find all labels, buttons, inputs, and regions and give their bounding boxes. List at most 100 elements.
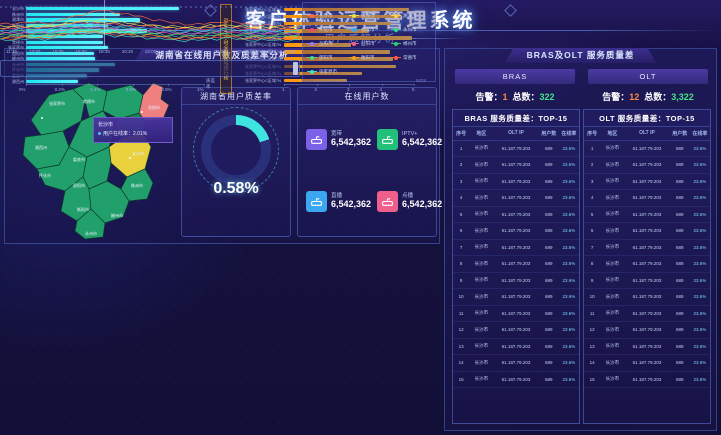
- online-tile-0[interactable]: 宽带 6,542,362: [304, 110, 371, 168]
- table-row[interactable]: 13 长沙市 61.187.79.203 689 23.6%: [584, 338, 710, 355]
- mos-bar[interactable]: [284, 50, 390, 54]
- bras-cell: 61.187.79.203: [493, 338, 539, 355]
- table-row[interactable]: 9 长沙市 61.187.79.203 689 23.6%: [453, 272, 579, 289]
- mos-bar-chart[interactable]: 张家界中心C区域7N 张家界中心C区域7N 张家界中心C区域7N 张家界中心C区域7N…: [236, 0, 436, 101]
- legend-item[interactable]: 衡阳市: [349, 51, 389, 64]
- quality-bar[interactable]: [26, 57, 96, 61]
- mos-bar[interactable]: [284, 29, 369, 33]
- table-row[interactable]: 4 长沙市 61.187.79.203 689 23.6%: [584, 189, 710, 207]
- quality-bar[interactable]: [26, 7, 180, 11]
- bras-top15-table[interactable]: 序号 地区 OLT IP 用户数 在线率 1 长沙市 61.187.79.203 689 23.…: [453, 127, 579, 388]
- quality-bar[interactable]: [26, 79, 78, 83]
- legend-item[interactable]: 张家界市: [307, 65, 347, 78]
- quality-bar[interactable]: [26, 29, 148, 33]
- bras-cell: 689: [538, 173, 559, 190]
- table-row[interactable]: 6 长沙市 61.187.79.203 689 23.6%: [584, 222, 710, 240]
- donut-arc: [201, 115, 271, 185]
- table-row[interactable]: 1 长沙市 61.187.79.203 689 23.6%: [584, 140, 710, 157]
- table-row[interactable]: 14 长沙市 61.187.79.203 689 23.6%: [453, 354, 579, 372]
- table-row[interactable]: 8 长沙市 61.187.79.203 689 23.6%: [453, 255, 579, 273]
- table-row[interactable]: 7 长沙市 61.187.79.203 689 23.6%: [453, 239, 579, 256]
- legend-item[interactable]: 永州市: [391, 23, 431, 36]
- olt-top15-table[interactable]: 序号 地区 OLT IP 用户数 在线率 1 长沙市 61.187.79.203 689 23.…: [584, 127, 710, 388]
- table-row[interactable]: 1 长沙市 61.187.79.203 689 23.6%: [453, 140, 579, 157]
- legend-item[interactable]: 长沙市: [307, 9, 347, 22]
- table-row[interactable]: 12 长沙市 61.187.79.203 689 23.6%: [453, 321, 579, 339]
- mos-bar[interactable]: [284, 36, 413, 40]
- trend-line-chart[interactable]: [0, 0, 301, 48]
- table-row[interactable]: 12 长沙市 61.187.79.203 689 23.6%: [584, 321, 710, 339]
- map-tooltip: 长沙市 用户在线率：2.01%: [93, 117, 173, 143]
- table-row[interactable]: 2 长沙市 61.187.79.203 689 23.6%: [453, 156, 579, 174]
- trend-legend[interactable]: 长沙市 株洲市 湘潭市怀化市 娄底市 永州市岳阳市 益阳市 郴州市邵阳市 衡阳市 常德市张家界市: [302, 2, 436, 82]
- map-label-changsha: 长沙市: [132, 151, 144, 156]
- mos-bar[interactable]: [284, 78, 348, 83]
- trend-x-tick-label: 23:50: [168, 49, 180, 54]
- olt-stats: 告警：12 总数：3,322: [588, 90, 708, 103]
- mos-bar[interactable]: [284, 43, 351, 47]
- trend-range-slider[interactable]: [0, 60, 300, 77]
- table-row[interactable]: 8 长沙市 61.187.79.203 689 23.6%: [584, 255, 710, 273]
- table-row[interactable]: 3 长沙市 61.187.79.203 689 23.6%: [584, 173, 710, 190]
- quality-bar[interactable]: [26, 34, 103, 39]
- legend-item[interactable]: 株洲市: [349, 9, 389, 22]
- bras-cell: 23.6%: [558, 354, 579, 372]
- trend-slider-handle[interactable]: [293, 62, 298, 75]
- legend-item[interactable]: 益阳市: [349, 37, 389, 50]
- legend-item[interactable]: 郴州市: [391, 37, 431, 50]
- quality-rate-donut[interactable]: [193, 107, 279, 193]
- online-tile-1[interactable]: IPTV+ 6,542,362: [375, 110, 442, 168]
- quality-bar[interactable]: [26, 18, 140, 22]
- table-row[interactable]: 11 长沙市 61.187.79.203 689 23.6%: [453, 305, 579, 322]
- legend-item[interactable]: 岳阳市: [307, 37, 347, 50]
- table-row[interactable]: 15 长沙市 61.187.79.203 689 23.6%: [584, 371, 710, 388]
- tab-olt[interactable]: OLT: [588, 69, 708, 84]
- quality-bar[interactable]: [26, 40, 103, 44]
- legend-item[interactable]: 娄底市: [349, 23, 389, 36]
- table-row[interactable]: 3 长沙市 61.187.79.203 689 23.6%: [453, 173, 579, 190]
- table-row[interactable]: 2 长沙市 61.187.79.203 689 23.6%: [584, 156, 710, 174]
- mos-bar[interactable]: [284, 57, 393, 61]
- table-row[interactable]: 5 长沙市 61.187.79.203 689 23.6%: [453, 206, 579, 223]
- online-tile-3[interactable]: 点播 6,542,362: [375, 172, 442, 230]
- online-tile-label: 点播: [402, 192, 414, 199]
- bras-cell: 23.6%: [558, 189, 579, 207]
- olt-cell: 23.6%: [689, 189, 710, 207]
- quality-bar[interactable]: [26, 51, 94, 56]
- legend-item[interactable]: 邵阳市: [307, 51, 347, 64]
- olt-cell: 长沙市: [600, 288, 625, 306]
- table-row[interactable]: 6 长沙市 61.187.79.203 689 23.6%: [453, 222, 579, 240]
- table-row[interactable]: 9 长沙市 61.187.79.203 689 23.6%: [584, 272, 710, 289]
- table-row[interactable]: 11 长沙市 61.187.79.203 689 23.6%: [584, 305, 710, 322]
- mos-bar[interactable]: [284, 7, 410, 12]
- hunan-map[interactable]: 张家界市 常德市 岳阳市 益阳市 长沙市 湘西州 怀化市 娄底市 邵阳市 株洲市…: [11, 65, 177, 241]
- table-row[interactable]: 5 长沙市 61.187.79.203 689 23.6%: [584, 206, 710, 223]
- legend-item[interactable]: 湘潭市: [391, 9, 431, 22]
- mos-bar[interactable]: [284, 14, 401, 19]
- mos-bar[interactable]: [284, 64, 397, 68]
- online-tile-2[interactable]: 直播 6,542,362: [304, 172, 371, 230]
- x-tick-label: 0%: [19, 87, 26, 92]
- table-row[interactable]: 13 长沙市 61.187.79.203 689 23.6%: [453, 338, 579, 355]
- map-label-changde: 常德市: [83, 99, 95, 104]
- mos-bar[interactable]: [284, 71, 362, 76]
- bras-cell: 10: [453, 288, 470, 306]
- mos-bar-label: 张家界中心C区域7N: [244, 49, 281, 55]
- table-row[interactable]: 4 长沙市 61.187.79.203 689 23.6%: [453, 189, 579, 207]
- bras-cell: 长沙市: [469, 371, 494, 388]
- table-row[interactable]: 10 长沙市 61.187.79.203 689 23.6%: [584, 288, 710, 306]
- legend-item[interactable]: 常德市: [391, 51, 431, 64]
- hunan-map-svg[interactable]: [11, 65, 177, 241]
- table-row[interactable]: 7 长沙市 61.187.79.203 689 23.6%: [584, 239, 710, 256]
- quality-bar[interactable]: [26, 12, 121, 17]
- tab-bras[interactable]: BRAS: [455, 69, 575, 84]
- mos-bar[interactable]: [284, 22, 392, 26]
- table-row[interactable]: 10 长沙市 61.187.79.203 689 23.6%: [453, 288, 579, 306]
- table-row[interactable]: 15 长沙市 61.187.79.203 689 23.6%: [453, 371, 579, 388]
- olt-cell: 23.6%: [689, 288, 710, 306]
- quality-bar[interactable]: [26, 46, 108, 50]
- legend-item[interactable]: 怀化市: [307, 23, 347, 36]
- table-row[interactable]: 14 长沙市 61.187.79.203 689 23.6%: [584, 354, 710, 372]
- trend-x-axis: 11:35 13:20 15:05 16:50 18:35 20:20 22:05 23:50…: [0, 48, 300, 58]
- legend-swatch-icon: [391, 13, 401, 18]
